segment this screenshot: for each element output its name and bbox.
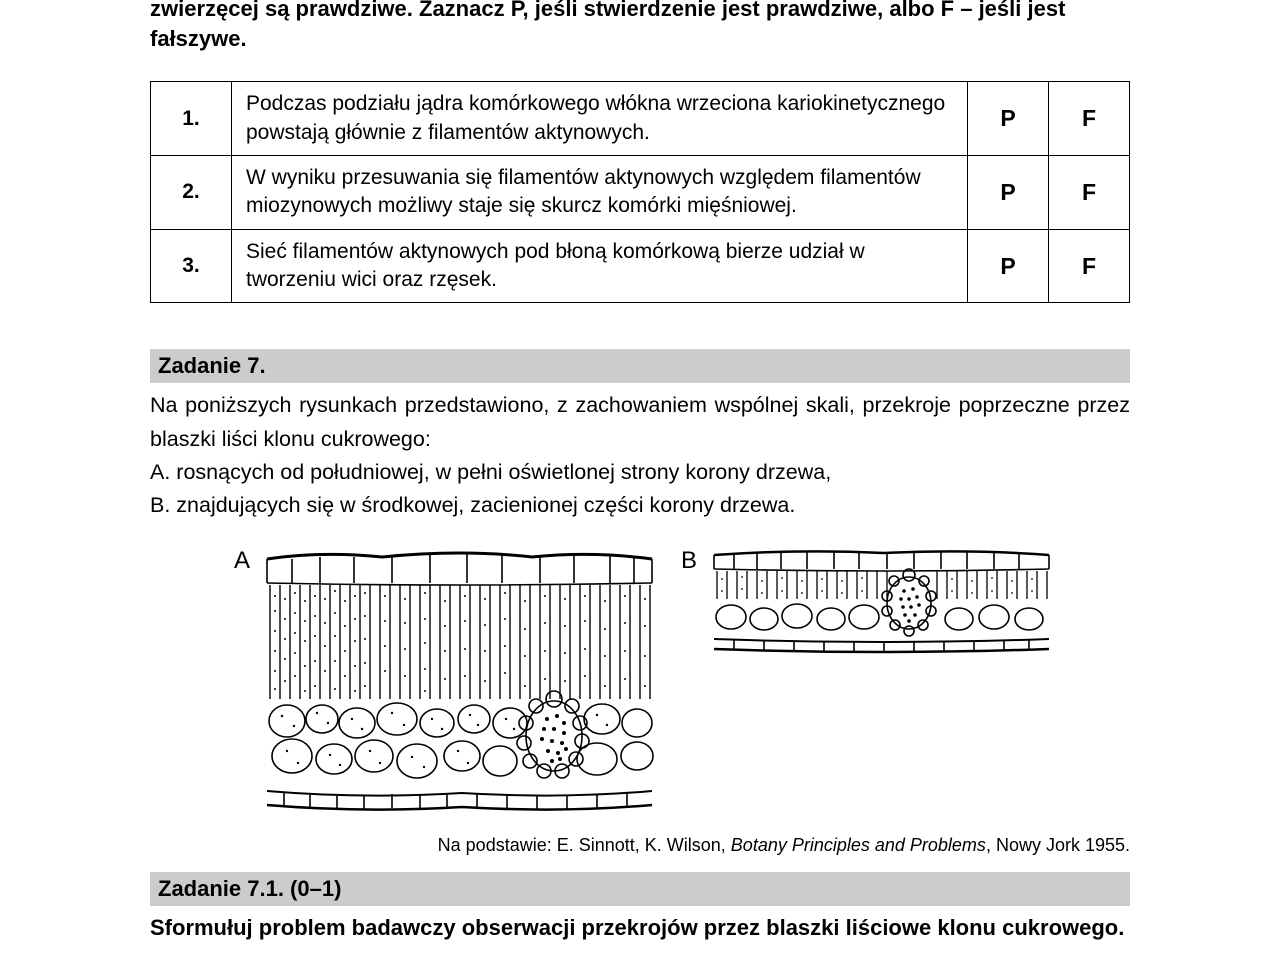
table-row: 1. Podczas podziału jądra komórkowego wł… (151, 82, 1130, 156)
task-7-para: Na poniższych rysunkach przedstawiono, z… (150, 393, 1130, 450)
task-7-line-b: B. znajdujących się w środkowej, zacieni… (150, 489, 1130, 522)
figure-citation: Na podstawie: E. Sinnott, K. Wilson, Bot… (150, 835, 1130, 856)
intro-line-2: fałszywe. (150, 26, 247, 51)
intro-line-1: zwierzęcej są prawdziwe. Zaznacz P, jeśl… (150, 0, 1065, 21)
citation-italic: Botany Principles and Problems (731, 835, 986, 855)
task-7-line-a: A. rosnących od południowej, w pełni ośw… (150, 456, 1130, 489)
answer-p[interactable]: P (968, 229, 1049, 303)
figure-row: A (150, 541, 1130, 821)
answer-p[interactable]: P (968, 82, 1049, 156)
figure-label-b: B (681, 547, 697, 575)
row-statement: Sieć filamentów aktynowych pod błoną kom… (232, 229, 968, 303)
citation-suffix: , Nowy Jork 1955. (986, 835, 1130, 855)
row-number: 1. (151, 82, 232, 156)
table-row: 2. W wyniku przesuwania się filamentów a… (151, 156, 1130, 230)
intro-fragment: zwierzęcej są prawdziwe. Zaznacz P, jeśl… (150, 0, 1130, 53)
figure-b (709, 541, 1054, 661)
table-row: 3. Sieć filamentów aktynowych pod błoną … (151, 229, 1130, 303)
row-number: 2. (151, 156, 232, 230)
task-7-1-header: Zadanie 7.1. (0–1) (150, 872, 1130, 906)
task-7-text: Na poniższych rysunkach przedstawiono, z… (150, 389, 1130, 522)
row-number: 3. (151, 229, 232, 303)
answer-f[interactable]: F (1049, 229, 1130, 303)
answer-p[interactable]: P (968, 156, 1049, 230)
row-statement: W wyniku przesuwania się filamentów akty… (232, 156, 968, 230)
task-7-header: Zadanie 7. (150, 349, 1130, 383)
answer-f[interactable]: F (1049, 82, 1130, 156)
answer-f[interactable]: F (1049, 156, 1130, 230)
task-7-1-prompt: Sformułuj problem badawczy obserwacji pr… (150, 912, 1130, 944)
row-statement: Podczas podziału jądra komórkowego włókn… (232, 82, 968, 156)
true-false-table: 1. Podczas podziału jądra komórkowego wł… (150, 81, 1130, 303)
figure-a (262, 541, 657, 821)
figure-label-a: A (234, 547, 250, 575)
citation-prefix: Na podstawie: E. Sinnott, K. Wilson, (438, 835, 731, 855)
